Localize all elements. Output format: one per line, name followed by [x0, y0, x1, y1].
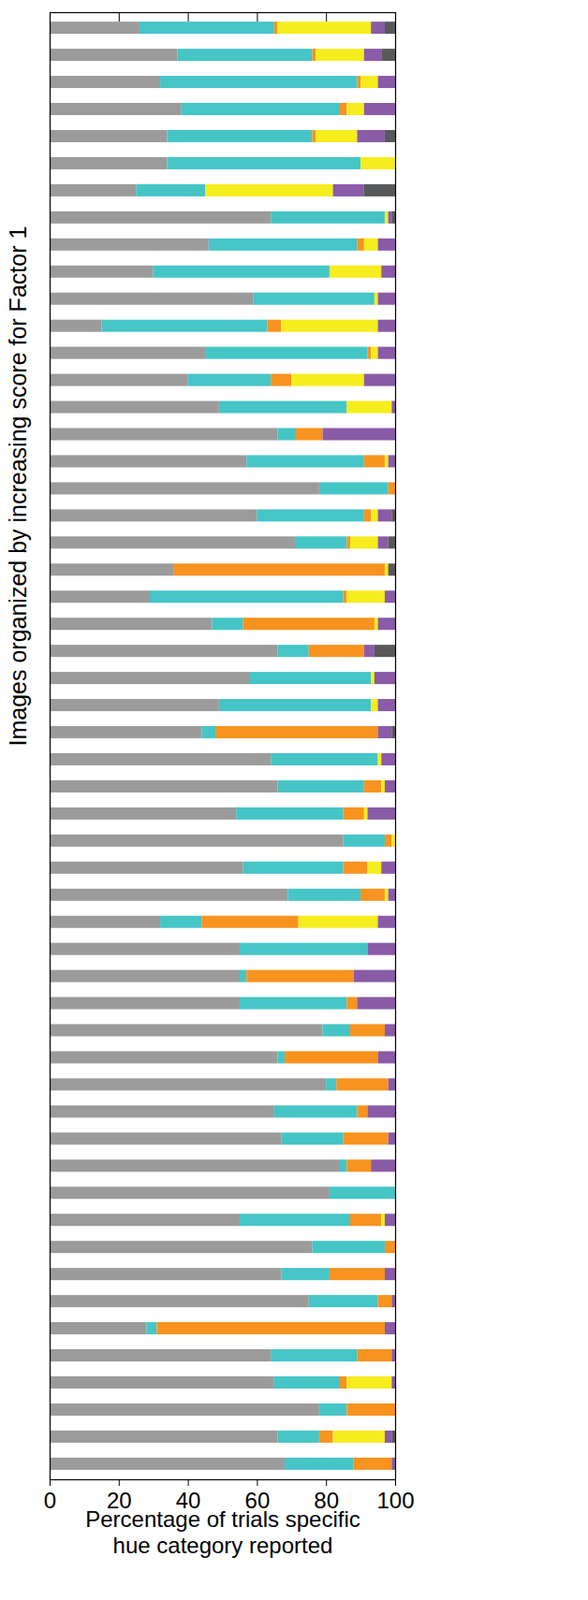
svg-text:Percentage of trials specifich: Percentage of trials specifichue categor…: [85, 1507, 360, 1559]
svg-text:100: 100: [376, 1488, 414, 1515]
svg-text:Images organized by increasing: Images organized by increasing score for…: [4, 226, 31, 748]
svg-text:60: 60: [244, 1488, 270, 1514]
svg-text:40: 40: [175, 1488, 201, 1514]
svg-text:20: 20: [106, 1488, 132, 1514]
svg-text:0: 0: [44, 1488, 57, 1515]
svg-text:80: 80: [313, 1488, 340, 1514]
